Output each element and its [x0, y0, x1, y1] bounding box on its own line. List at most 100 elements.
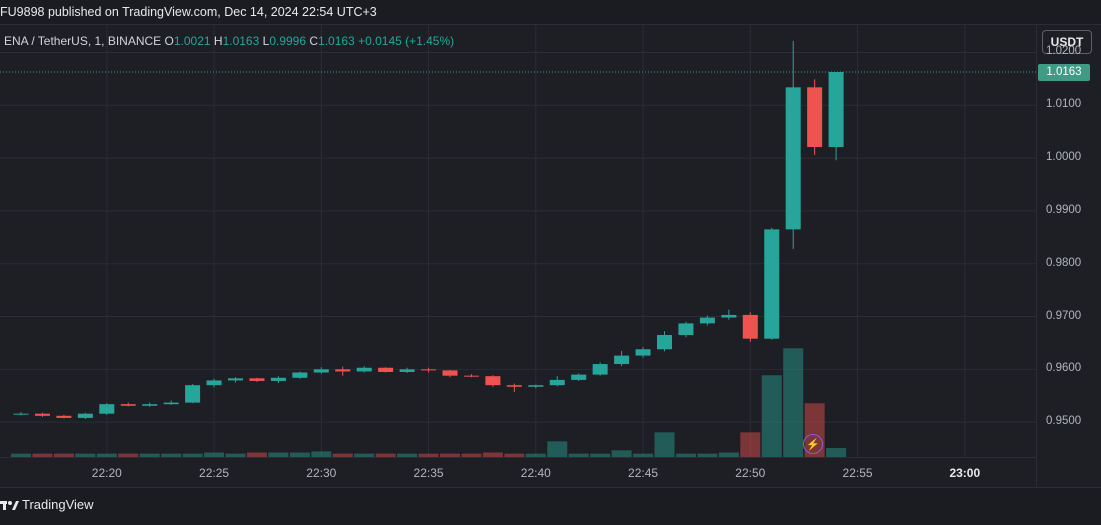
publish-info: FU9898 published on TradingView.com, Dec… [0, 5, 377, 19]
candle[interactable] [185, 384, 201, 404]
time-scale-label: 22:35 [413, 466, 444, 480]
candle-body [313, 369, 329, 373]
candle[interactable] [785, 40, 801, 249]
candle-body [506, 385, 522, 387]
footer [0, 487, 1101, 525]
candle[interactable] [206, 378, 222, 388]
volume-bar [461, 453, 482, 457]
price-scale-label: 1.0200 [1046, 45, 1082, 58]
candle[interactable] [99, 403, 115, 415]
time-scale-label: 22:20 [91, 466, 122, 480]
candle-body [356, 367, 372, 372]
time-scale[interactable] [0, 457, 1036, 488]
volume-bar [547, 441, 568, 457]
candle[interactable] [399, 367, 415, 374]
candle-body [549, 379, 565, 386]
candle[interactable] [699, 315, 715, 326]
candle[interactable] [335, 366, 351, 376]
candle[interactable] [571, 373, 587, 381]
volume-bar [375, 453, 396, 457]
volume-bar [697, 453, 718, 457]
candle[interactable] [828, 72, 844, 161]
candle[interactable] [378, 367, 394, 373]
volume-bar [354, 453, 375, 457]
candle[interactable] [163, 400, 179, 405]
candle-body [292, 372, 308, 378]
candle[interactable] [77, 412, 93, 419]
volume-bar [246, 452, 267, 457]
candle-body [163, 402, 179, 405]
candle[interactable] [142, 402, 158, 407]
candle[interactable] [13, 412, 29, 416]
candle[interactable] [292, 371, 308, 379]
volume-bar [204, 452, 225, 457]
close-value: 1.0163 [318, 34, 355, 48]
volume-bar [482, 452, 503, 457]
candle[interactable] [270, 376, 286, 384]
tradingview-brand[interactable]: TradingView [0, 497, 94, 512]
candle[interactable] [56, 414, 72, 419]
change-value: +0.0145 (+1.45%) [358, 34, 455, 48]
candle-body [399, 369, 415, 372]
low-value: 0.9996 [269, 34, 307, 48]
volume-bar [118, 453, 139, 457]
candle[interactable] [742, 312, 758, 342]
volume-bar [289, 452, 310, 457]
candle-body [335, 369, 351, 372]
chart-pane[interactable] [0, 25, 1036, 487]
volume-bar [654, 432, 675, 457]
candle[interactable] [506, 383, 522, 393]
candle[interactable] [442, 369, 458, 378]
candle[interactable] [249, 377, 265, 383]
price-scale-label: 0.9900 [1046, 203, 1082, 216]
tradingview-logo-icon [0, 500, 19, 510]
brand-name: TradingView [22, 497, 94, 512]
candle[interactable] [356, 366, 372, 373]
candle[interactable] [592, 362, 608, 376]
candle[interactable] [614, 350, 630, 367]
time-scale-label: 22:30 [306, 466, 337, 480]
open-label: O [164, 34, 174, 48]
candle-body [699, 317, 715, 324]
candle[interactable] [678, 321, 694, 338]
candle[interactable] [34, 412, 50, 417]
candle[interactable] [657, 331, 672, 352]
time-scale-label: 22:50 [735, 466, 766, 480]
candle[interactable] [421, 367, 437, 373]
lightning-icon[interactable]: ⚡ [803, 434, 823, 454]
price-scale[interactable] [1036, 25, 1101, 487]
close-label: C [309, 34, 319, 48]
candle-body [378, 367, 394, 372]
candle-body [99, 404, 115, 414]
candle[interactable] [313, 367, 329, 374]
candle[interactable] [228, 377, 243, 383]
candle[interactable] [528, 384, 544, 389]
currency-button[interactable]: USDT [1042, 30, 1092, 54]
volume-bar [718, 452, 739, 457]
volume-bar [590, 453, 611, 457]
volume-bar [397, 453, 418, 457]
candle-body [270, 377, 286, 381]
candle[interactable] [764, 227, 780, 340]
candle[interactable] [721, 309, 737, 320]
candle[interactable] [485, 375, 501, 387]
time-scale-label: 22:40 [520, 466, 551, 480]
candle-body [463, 375, 479, 377]
candle-body [142, 404, 158, 406]
volume-bar [783, 348, 804, 457]
candle-body [56, 415, 72, 418]
candle[interactable] [549, 376, 565, 387]
volume-bar [268, 452, 289, 457]
candle[interactable] [120, 402, 136, 407]
candle-body [807, 87, 823, 147]
candle[interactable] [635, 347, 651, 358]
candle[interactable] [463, 374, 479, 378]
candle[interactable] [807, 79, 823, 155]
candle-body [228, 378, 243, 381]
time-scale-label: 22:55 [842, 466, 873, 480]
price-scale-label: 0.9600 [1046, 362, 1082, 375]
candle-body [528, 385, 544, 387]
time-scale-label: 22:45 [628, 466, 659, 480]
candle-body [421, 369, 437, 371]
